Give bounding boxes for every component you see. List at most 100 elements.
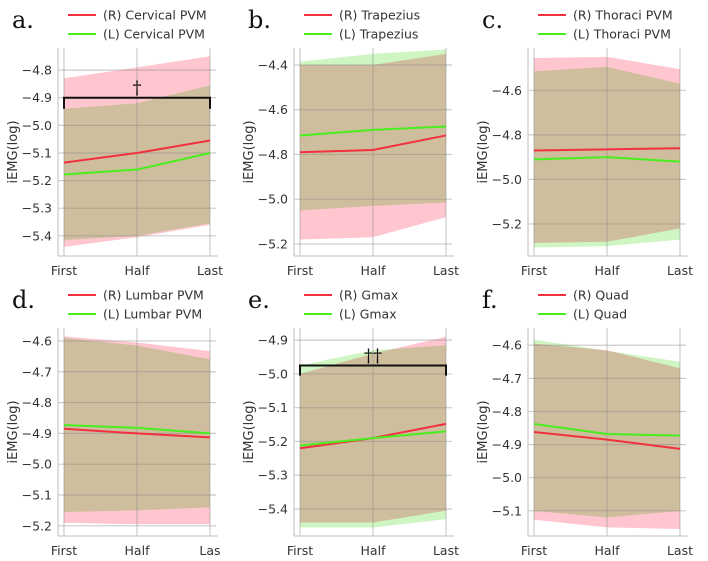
x-tick-label: Half [595, 543, 621, 558]
panel-label: d. [12, 286, 35, 314]
legend-entry: (R) Cervical PVM [103, 8, 207, 23]
y-tick-label: −4.4 [258, 57, 288, 72]
y-tick-label: −5.2 [258, 236, 288, 251]
panel-label: c. [482, 6, 503, 34]
x-tick-label: First [521, 543, 547, 558]
x-tick-label: Las [199, 543, 220, 558]
significance-bracket [299, 364, 447, 376]
y-tick-label: −4.9 [22, 426, 52, 441]
legend-entry: (L) Cervical PVM [103, 27, 205, 42]
legend-entry: (L) Trapezius [339, 27, 418, 42]
x-tick-label: First [51, 263, 77, 278]
y-tick-label: −4.7 [22, 364, 52, 379]
y-tick-label: −4.6 [492, 83, 522, 98]
y-axis-label: iEMG(log) [242, 120, 257, 183]
y-tick-label: −5.0 [258, 366, 288, 381]
panel-trapezius: −4.4 −4.6 −4.8 −5.0 −5.2 First Half Last iEMG(lo… [242, 6, 459, 278]
left-mean-line [63, 151, 211, 176]
x-tick-label: Last [667, 263, 693, 278]
y-tick-label: −5.0 [22, 118, 52, 133]
y-tick-label: −4.9 [492, 437, 522, 452]
panel-label: e. [248, 286, 270, 314]
right-mean-line [533, 431, 681, 450]
y-tick-label: −5.0 [22, 457, 52, 472]
y-axis-label: iEMG(log) [476, 400, 491, 463]
y-tick-label: −4.8 [258, 147, 288, 162]
x-tick-label: First [287, 263, 313, 278]
panel-quad: −4.6 −4.7 −4.8 −4.9 −5.0 −5.1 First Half Last iEM… [476, 286, 693, 558]
y-tick-label: −5.2 [22, 173, 52, 188]
legend: (R) Gmax (L) Gmax [304, 288, 398, 322]
panel-thoraci-pvm: −4.6 −4.8 −5.0 −5.2 First Half Last iEMG(log) c.… [476, 6, 693, 278]
x-tick-label: First [521, 263, 547, 278]
y-axis-label: iEMG(log) [6, 400, 21, 463]
significance-marker: † [133, 78, 142, 99]
y-tick-label: −5.2 [492, 216, 522, 231]
x-tick-label: Last [667, 543, 693, 558]
y-tick-label: −4.6 [22, 333, 52, 348]
y-tick-label: −5.2 [22, 518, 52, 533]
significance-marker: †† [364, 345, 382, 366]
y-tick-label: −5.3 [258, 468, 288, 483]
y-tick-label: −4.8 [492, 404, 522, 419]
left-confidence-band [300, 345, 446, 528]
left-mean-line [63, 424, 211, 435]
panel-lumbar-pvm: −4.6 −4.7 −4.8 −4.9 −5.0 −5.1 −5.2 First Half Las… [6, 286, 221, 558]
right-mean-line [299, 134, 447, 154]
right-mean-line [63, 427, 211, 439]
x-tick-label: Half [361, 543, 387, 558]
x-tick-label: Half [125, 263, 151, 278]
left-mean-line [533, 156, 681, 163]
legend: (R) Cervical PVM (L) Cervical PVM [68, 8, 207, 42]
x-tick-label: First [287, 543, 313, 558]
x-tick-label: Last [433, 543, 459, 558]
legend-entry: (R) Lumbar PVM [103, 288, 204, 303]
y-tick-label: −4.9 [258, 333, 288, 348]
legend-entry: (R) Quad [573, 288, 629, 303]
y-tick-label: −4.6 [258, 102, 288, 117]
y-tick-label: −5.4 [22, 228, 52, 243]
y-tick-label: −5.1 [22, 488, 52, 503]
left-confidence-band [64, 337, 210, 512]
right-mean-line [533, 147, 681, 152]
right-mean-line [63, 139, 211, 164]
y-tick-label: −4.9 [22, 90, 52, 105]
legend-entry: (R) Trapezius [339, 8, 420, 23]
y-tick-label: −4.8 [492, 127, 522, 142]
left-mean-line [299, 125, 447, 137]
y-tick-label: −5.1 [258, 400, 288, 415]
legend-entry: (L) Gmax [339, 307, 397, 322]
x-tick-label: Half [595, 263, 621, 278]
y-tick-label: −4.7 [492, 371, 522, 386]
legend: (R) Thoraci PVM (L) Thoraci PVM [538, 8, 673, 42]
legend-entry: (L) Lumbar PVM [103, 307, 202, 322]
x-tick-label: Last [433, 263, 459, 278]
x-tick-label: Half [125, 543, 151, 558]
y-axis-label: iEMG(log) [6, 120, 21, 183]
y-tick-label: −5.0 [492, 470, 522, 485]
y-tick-label: −4.8 [22, 395, 52, 410]
y-tick-label: −5.1 [22, 145, 52, 160]
left-confidence-band [534, 339, 680, 518]
y-tick-label: −5.2 [258, 434, 288, 449]
panel-gmax: †† −4.9 −5.0 −5.1 −5.2 −5.3 −5.4 First Half Last i… [242, 286, 459, 558]
y-tick-label: −5.0 [258, 192, 288, 207]
panel-label: f. [482, 286, 498, 314]
significance-bracket [63, 96, 211, 109]
legend-entry: (R) Gmax [339, 288, 398, 303]
legend: (R) Quad (L) Quad [538, 288, 629, 322]
x-tick-label: First [51, 543, 77, 558]
legend-entry: (R) Thoraci PVM [573, 8, 673, 23]
panel-label: a. [12, 6, 34, 34]
x-tick-label: Half [361, 263, 387, 278]
left-mean-line [533, 423, 681, 437]
y-tick-label: −5.0 [492, 172, 522, 187]
legend-entry: (L) Thoraci PVM [573, 27, 671, 42]
y-tick-label: −4.8 [22, 63, 52, 78]
y-tick-label: −4.6 [492, 338, 522, 353]
y-axis-label: iEMG(log) [242, 400, 257, 463]
panel-label: b. [248, 6, 271, 34]
y-axis-label: iEMG(log) [476, 120, 491, 183]
legend: (R) Lumbar PVM (L) Lumbar PVM [68, 288, 204, 322]
left-confidence-band [64, 85, 210, 240]
